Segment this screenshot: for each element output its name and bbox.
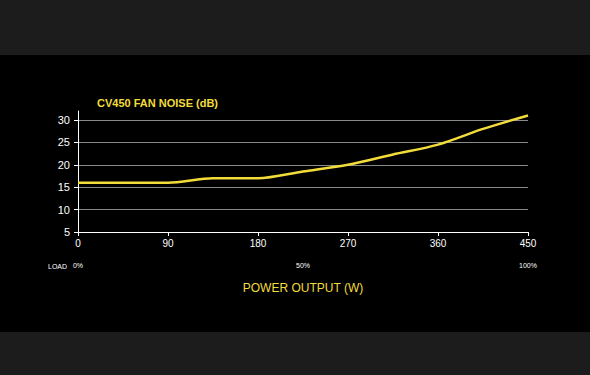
svg-text:10: 10: [58, 204, 70, 216]
svg-text:100%: 100%: [519, 262, 537, 269]
svg-text:450: 450: [520, 238, 537, 249]
svg-text:20: 20: [58, 159, 70, 171]
svg-text:50%: 50%: [296, 262, 310, 269]
svg-text:180: 180: [250, 238, 267, 249]
svg-text:25: 25: [58, 136, 70, 148]
svg-text:CV450 FAN NOISE (dB): CV450 FAN NOISE (dB): [97, 97, 218, 109]
svg-text:0%: 0%: [73, 262, 83, 269]
svg-text:270: 270: [340, 238, 357, 249]
svg-text:LOAD: LOAD: [48, 263, 67, 270]
svg-text:30: 30: [58, 114, 70, 126]
svg-text:0: 0: [75, 238, 81, 249]
svg-text:15: 15: [58, 181, 70, 193]
svg-text:5: 5: [64, 226, 70, 238]
svg-text:360: 360: [430, 238, 447, 249]
svg-text:90: 90: [162, 238, 174, 249]
svg-text:POWER OUTPUT (W): POWER OUTPUT (W): [243, 281, 363, 295]
